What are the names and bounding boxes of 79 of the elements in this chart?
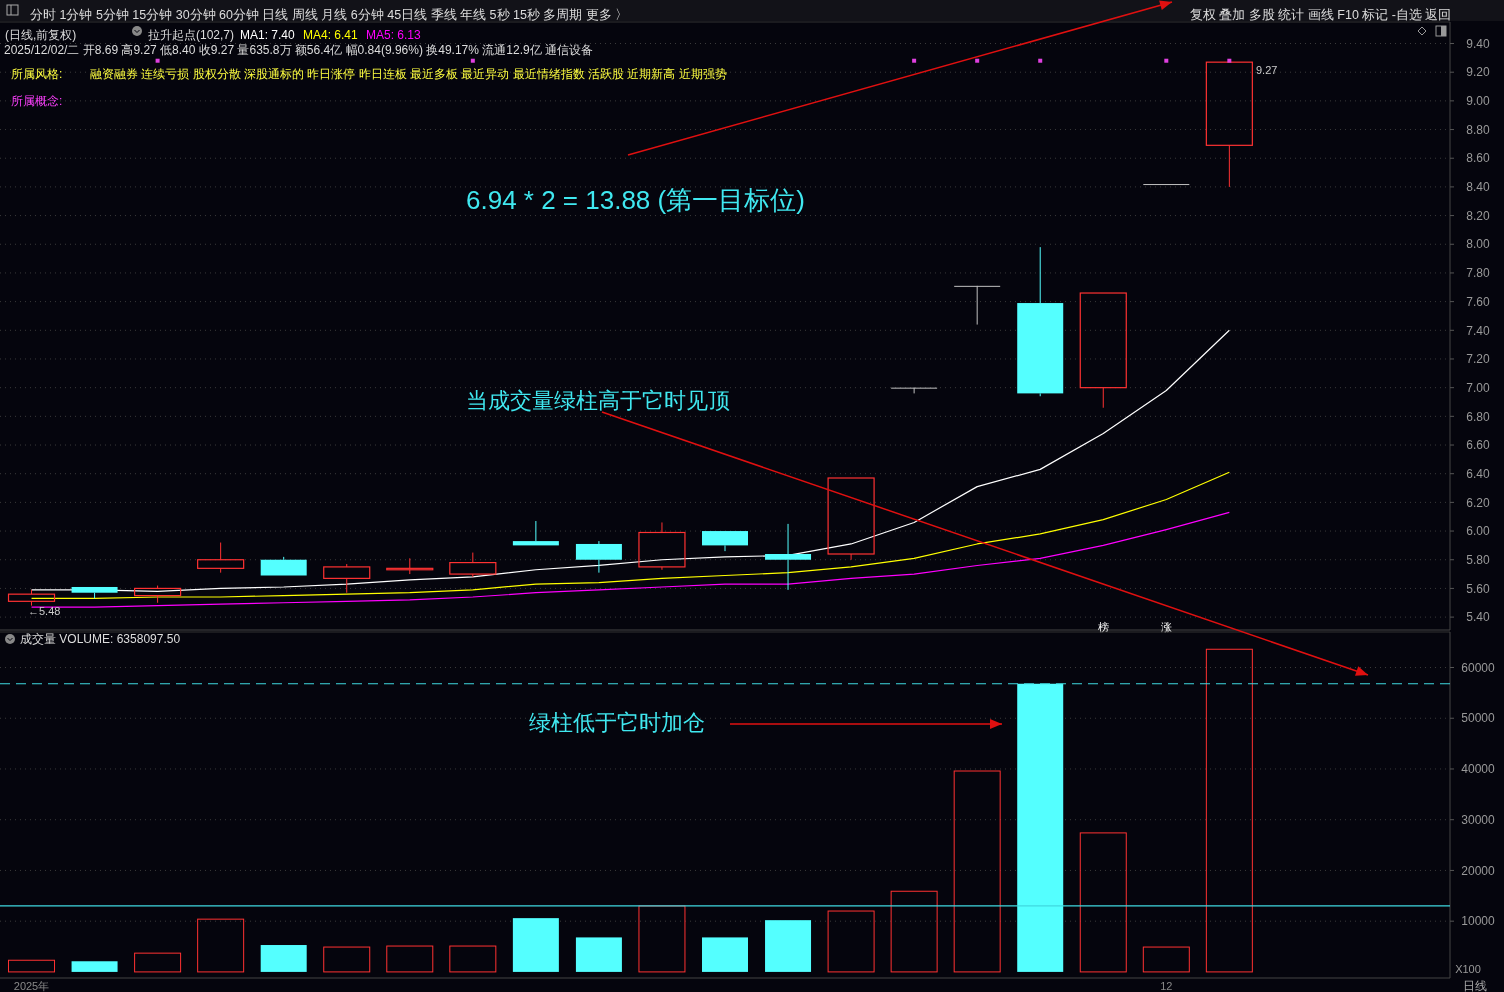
bar (890, 890, 938, 973)
y-tick-label: 40000 (1461, 762, 1496, 777)
bar (323, 946, 371, 973)
y-tick-label: 8.20 (1466, 208, 1490, 223)
x-tick-label: 2025年 (13, 979, 50, 992)
candlestick (1017, 246, 1064, 397)
y-tick-label: 6.20 (1466, 495, 1490, 510)
bar (827, 910, 875, 973)
y-tick-label: 9.40 (1466, 36, 1490, 51)
annotation: 所属概念: (11, 94, 63, 109)
y-tick-label: 8.00 (1466, 237, 1490, 252)
bar (702, 937, 748, 972)
y-tick-label: 7.40 (1466, 323, 1490, 338)
y-tick-label: 20000 (1461, 863, 1496, 878)
annotation: 所属风格: (11, 67, 63, 82)
y-tick-label: 8.40 (1466, 180, 1490, 195)
annotation: 6.94 * 2 = 13.88 (第一目标位) (466, 185, 805, 216)
annotation: 涨 (1160, 620, 1172, 633)
annotation: 9.27 (1256, 63, 1278, 76)
y-tick-label: 5.40 (1466, 610, 1490, 625)
y-tick-label: 6.60 (1466, 438, 1490, 453)
bar (1017, 683, 1064, 972)
annotation: 复权 叠加 多股 统计 画线 F10 标记 -自选 返回 (1190, 8, 1452, 23)
bar (260, 945, 307, 972)
candlestick (765, 523, 812, 591)
bar (512, 918, 559, 972)
annotation: 榜 (1097, 620, 1109, 633)
y-tick-label: 9.20 (1466, 65, 1490, 80)
y-tick-label: 7.00 (1466, 380, 1490, 395)
y-tick-label: 50000 (1461, 711, 1496, 726)
y-tick-label: 8.80 (1466, 122, 1490, 137)
bar (71, 961, 118, 972)
text: 日线 (1463, 979, 1487, 992)
bar (765, 920, 812, 972)
line-series (30, 471, 1230, 600)
y-tick-label: 30000 (1461, 812, 1496, 827)
annotation: 融资融券 连续亏损 股权分散 深股通标的 昨日涨停 昨日连板 最近多板 最近异动 最近情绪指数 活跃股 近期新高 近期强势 (90, 67, 727, 82)
y-tick-label: 7.60 (1466, 294, 1490, 309)
candlestick (197, 542, 245, 574)
y-tick-label: 10000 (1461, 914, 1496, 929)
annotation: 绿柱低于它时加仓 (529, 709, 705, 735)
candlestick (575, 540, 622, 574)
bar (386, 945, 434, 973)
y-tick-label: 60000 (1461, 660, 1496, 675)
text: MA1: 7.40 (240, 28, 296, 43)
candlestick (386, 557, 434, 575)
bar (953, 770, 1001, 973)
candlestick (7, 589, 56, 607)
annotation: 拉升起点(102,7) (148, 28, 235, 43)
text: MA4: 6.41 (303, 28, 359, 43)
text: 2025/12/02/二 开8.69 高9.27 低8.40 收9.27 量635.8万 额56.4亿 幅0.84(9.96%) 换49.17% 流通12.9亿 通信设备 (4, 43, 593, 58)
bar (1205, 648, 1253, 973)
annotation: ←5.48 (28, 604, 61, 617)
chart-title: 成交量 VOLUME: 6358097.50 (20, 632, 181, 647)
bar (1142, 946, 1190, 973)
y-tick-label: 6.80 (1466, 409, 1490, 424)
bar (1079, 832, 1127, 973)
candlestick (638, 521, 686, 571)
x-tick-label: 12 (1160, 979, 1173, 992)
y-tick-label: 8.60 (1466, 151, 1490, 166)
bar (575, 937, 622, 972)
y-tick-label: 7.20 (1466, 352, 1490, 367)
y-axis-title: X100 (1455, 962, 1481, 975)
y-tick-label: 9.00 (1466, 94, 1490, 109)
line-series (30, 329, 1230, 592)
y-tick-label: 5.60 (1466, 581, 1490, 596)
bar (134, 952, 182, 973)
y-tick-label: 6.40 (1466, 466, 1490, 481)
text: (日线,前复权) (5, 28, 77, 43)
bar (8, 959, 56, 973)
line-series (30, 511, 1230, 608)
text: MA5: 6.13 (366, 28, 422, 43)
annotation: 分时 1分钟 5分钟 15分钟 30分钟 60分钟 日线 周线 月线 6分钟 45日线 季线 年线 5秒 15秒 多周期 更多 〉 (30, 8, 629, 23)
y-tick-label: 5.80 (1466, 552, 1490, 567)
y-tick-label: 6.00 (1466, 524, 1490, 539)
bar (197, 918, 245, 973)
annotation: 当成交量绿柱高于它时见顶 (466, 387, 730, 413)
bar (449, 945, 497, 973)
y-tick-label: 7.80 (1466, 266, 1490, 281)
